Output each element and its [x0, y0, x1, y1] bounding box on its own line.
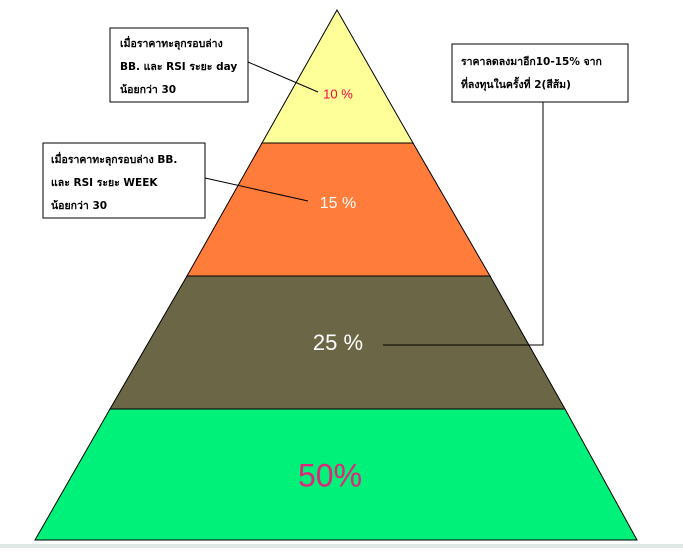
connector: [204, 177, 309, 202]
layer-label: 15 %: [320, 195, 356, 212]
note-line: เมื่อราคาทะลุกรอบล่าง: [120, 35, 223, 51]
layer-label: 25 %: [313, 330, 363, 355]
connector: [247, 61, 319, 93]
note-line: ราคาลดลงมาอีก10-15% จาก: [461, 55, 602, 68]
note-line: และ RSI ระยะ WEEK: [51, 177, 158, 189]
note-line: น้อยกว่า 30: [51, 199, 107, 212]
layer-base: [34, 408, 638, 541]
note-line: BB. และ RSI ระยะ day: [120, 61, 237, 73]
connector: [383, 102, 544, 346]
note-box: [109, 27, 249, 103]
layer-label: 50%: [298, 457, 362, 493]
note-line: ที่ลงทุนในครั้งที่ 2(สีส้ม): [461, 76, 571, 92]
note-box: [451, 43, 629, 103]
note-box: [42, 142, 206, 219]
layer-label: 10 %: [323, 86, 353, 101]
note-line: น้อยกว่า 30: [120, 83, 176, 96]
note-line: เมื่อราคาทะลุกรอบล่าง BB.: [51, 151, 177, 167]
